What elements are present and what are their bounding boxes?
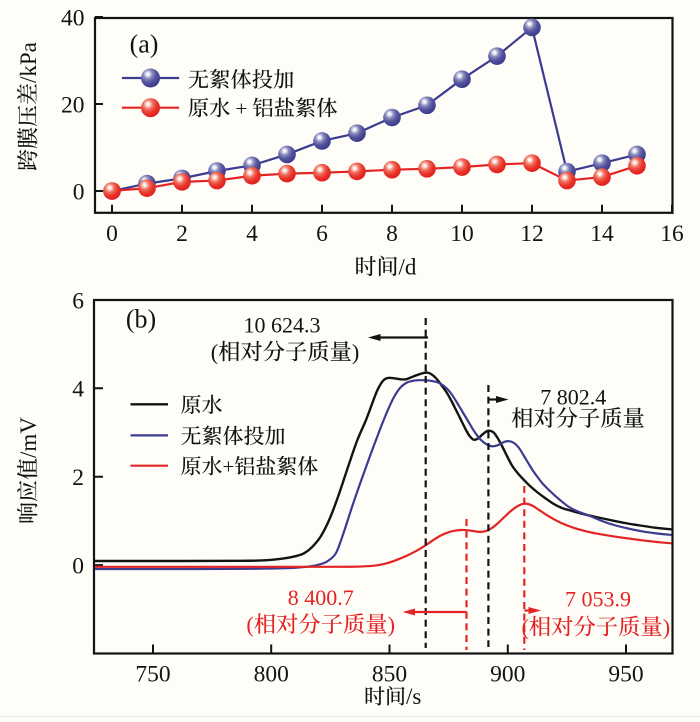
svg-text:+: + bbox=[235, 97, 247, 121]
svg-text:8: 8 bbox=[386, 221, 398, 247]
svg-text:): ) bbox=[663, 615, 670, 640]
svg-text:(: ( bbox=[246, 612, 253, 637]
svg-text:6: 6 bbox=[72, 288, 84, 314]
svg-text:(a): (a) bbox=[130, 30, 159, 59]
svg-text:/kPa: /kPa bbox=[16, 42, 41, 83]
svg-text:): ) bbox=[388, 612, 395, 637]
svg-text:2: 2 bbox=[72, 465, 84, 491]
svg-text:12: 12 bbox=[520, 221, 544, 247]
svg-text:800: 800 bbox=[254, 661, 289, 687]
svg-text:/mV: /mV bbox=[16, 417, 41, 458]
svg-text:0: 0 bbox=[72, 553, 84, 579]
svg-text:10: 10 bbox=[450, 221, 474, 247]
svg-text:+: + bbox=[223, 455, 235, 479]
svg-text:7 053.9: 7 053.9 bbox=[565, 586, 631, 611]
svg-text:2: 2 bbox=[176, 221, 188, 247]
svg-text:(b): (b) bbox=[126, 305, 156, 334]
svg-text:20: 20 bbox=[61, 92, 85, 118]
svg-text:850: 850 bbox=[372, 661, 407, 687]
svg-text:7 802.4: 7 802.4 bbox=[540, 384, 606, 409]
svg-text:/s: /s bbox=[406, 684, 421, 709]
svg-text:40: 40 bbox=[61, 5, 85, 31]
svg-text:750: 750 bbox=[135, 661, 170, 687]
svg-text:8 400.7: 8 400.7 bbox=[288, 585, 354, 610]
svg-text:10 624.3: 10 624.3 bbox=[244, 312, 321, 337]
svg-text:900: 900 bbox=[490, 661, 525, 687]
svg-text:): ) bbox=[352, 340, 359, 365]
svg-text:/d: /d bbox=[399, 254, 417, 279]
svg-text:16: 16 bbox=[660, 221, 684, 247]
svg-text:0: 0 bbox=[73, 179, 85, 205]
svg-text:4: 4 bbox=[246, 221, 258, 247]
svg-text:950: 950 bbox=[608, 661, 643, 687]
svg-text:0: 0 bbox=[106, 221, 118, 247]
svg-text:14: 14 bbox=[590, 221, 614, 247]
svg-text:(: ( bbox=[522, 615, 529, 640]
svg-text:4: 4 bbox=[72, 377, 84, 403]
svg-text:(: ( bbox=[211, 340, 218, 365]
svg-text:6: 6 bbox=[316, 221, 328, 247]
